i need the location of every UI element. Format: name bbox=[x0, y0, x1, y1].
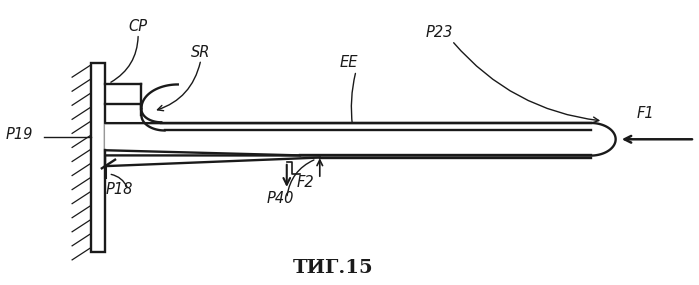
Text: F2: F2 bbox=[296, 175, 315, 190]
Text: P23: P23 bbox=[426, 25, 453, 40]
Text: P18: P18 bbox=[105, 182, 133, 197]
Bar bbox=[91, 63, 105, 252]
Text: CP: CP bbox=[128, 19, 147, 34]
Text: F1: F1 bbox=[637, 106, 654, 121]
Text: ΤИГ.15: ΤИГ.15 bbox=[293, 259, 373, 278]
Text: P40: P40 bbox=[267, 191, 294, 206]
Text: P19: P19 bbox=[6, 127, 34, 142]
Polygon shape bbox=[105, 123, 616, 156]
Text: SR: SR bbox=[191, 44, 210, 60]
Text: EE: EE bbox=[340, 55, 358, 70]
